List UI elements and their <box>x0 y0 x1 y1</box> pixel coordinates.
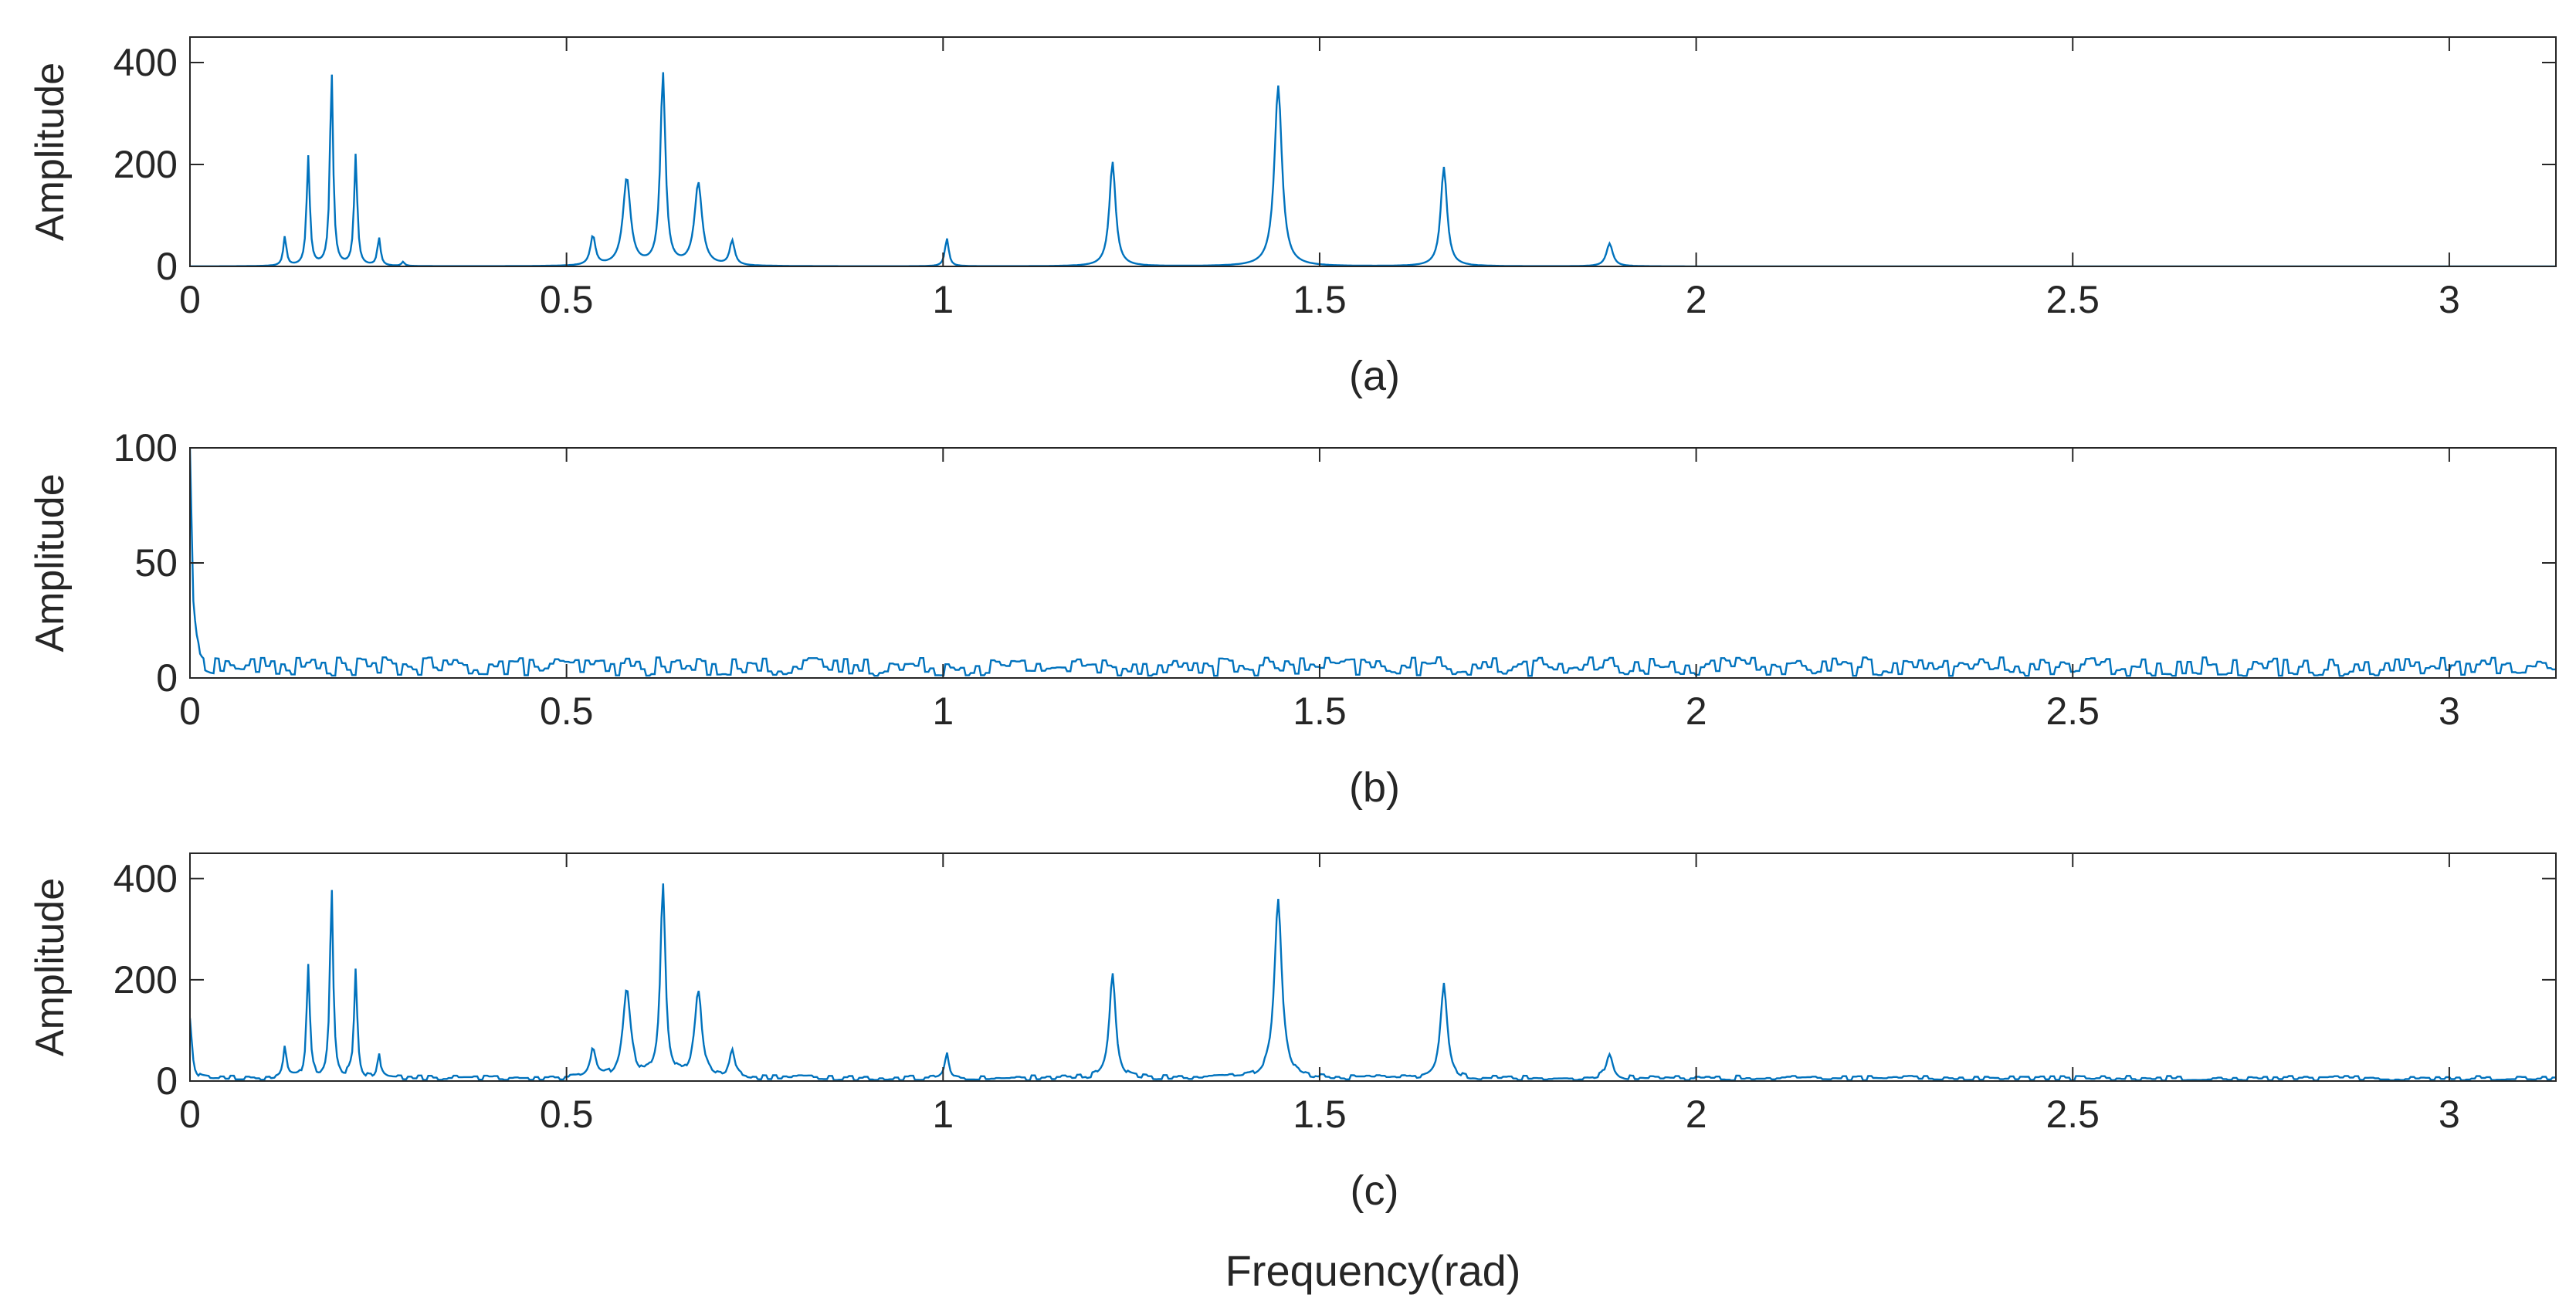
x-tick-label: 0 <box>179 690 201 733</box>
x-tick-label: 1 <box>932 690 954 733</box>
y-tick-label: 0 <box>156 245 178 288</box>
x-tick-label: 2.5 <box>2046 278 2100 321</box>
panel-b-ticks: 0 0.5 1 1.5 2 2.5 3 0 50 100 <box>114 426 2556 733</box>
panel-c: 0 0.5 1 1.5 2 2.5 3 0 200 400 Amplitude (c) <box>28 852 2557 1214</box>
panel-c-plot <box>189 852 2557 1082</box>
x-tick-label: 0.5 <box>540 1093 594 1136</box>
y-tick-label: 400 <box>114 41 178 84</box>
axes-box <box>189 36 2557 267</box>
y-tick-label: 200 <box>114 143 178 186</box>
x-tick-label: 0 <box>179 1093 201 1136</box>
y-tick-label: 0 <box>156 656 178 700</box>
axes-box <box>189 852 2557 1082</box>
x-tick-label: 3 <box>2439 278 2460 321</box>
y-tick-label: 100 <box>114 426 178 469</box>
x-tick-label: 1 <box>932 1093 954 1136</box>
panel-c-caption: (c) <box>1351 1168 1399 1214</box>
x-tick-label: 1.5 <box>1293 278 1347 321</box>
panel-a-ylabel: Amplitude <box>28 63 73 241</box>
x-axis-title: Frequency(rad) <box>1225 1246 1521 1295</box>
x-tick-label: 0 <box>179 278 201 321</box>
panel-a-caption: (a) <box>1349 353 1400 399</box>
x-tick-label: 3 <box>2439 1093 2460 1136</box>
x-tick-label: 2.5 <box>2046 690 2100 733</box>
y-tick-label: 0 <box>156 1059 178 1103</box>
panel-a-plot <box>189 36 2557 267</box>
panel-b-ylabel: Amplitude <box>28 473 73 652</box>
panel-a-ticks: 0 0.5 1 1.5 2 2.5 3 0 200 400 <box>114 37 2556 321</box>
panel-b-caption: (b) <box>1349 764 1400 811</box>
panel-c-ylabel: Amplitude <box>28 878 73 1056</box>
y-tick-label: 200 <box>114 958 178 1002</box>
x-tick-label: 1.5 <box>1293 1093 1347 1136</box>
x-tick-label: 3 <box>2439 690 2460 733</box>
x-tick-label: 2 <box>1686 1093 1707 1136</box>
panel-c-ticks: 0 0.5 1 1.5 2 2.5 3 0 200 400 <box>114 853 2556 1136</box>
y-tick-label: 400 <box>114 857 178 900</box>
y-tick-label: 50 <box>134 541 178 585</box>
spectrum-line <box>190 883 2556 1081</box>
panel-b: 0 0.5 1 1.5 2 2.5 3 0 50 100 Amplitude (b) <box>28 426 2557 811</box>
x-tick-label: 1.5 <box>1293 690 1347 733</box>
x-tick-label: 2 <box>1686 690 1707 733</box>
x-tick-label: 1 <box>932 278 954 321</box>
x-tick-label: 0.5 <box>540 278 594 321</box>
x-tick-label: 2.5 <box>2046 1093 2100 1136</box>
x-tick-label: 0.5 <box>540 690 594 733</box>
spectrum-line <box>190 448 2556 677</box>
x-tick-label: 2 <box>1686 278 1707 321</box>
panel-a: 0 0.5 1 1.5 2 2.5 3 0 200 400 Amplitude (a) <box>28 36 2557 399</box>
